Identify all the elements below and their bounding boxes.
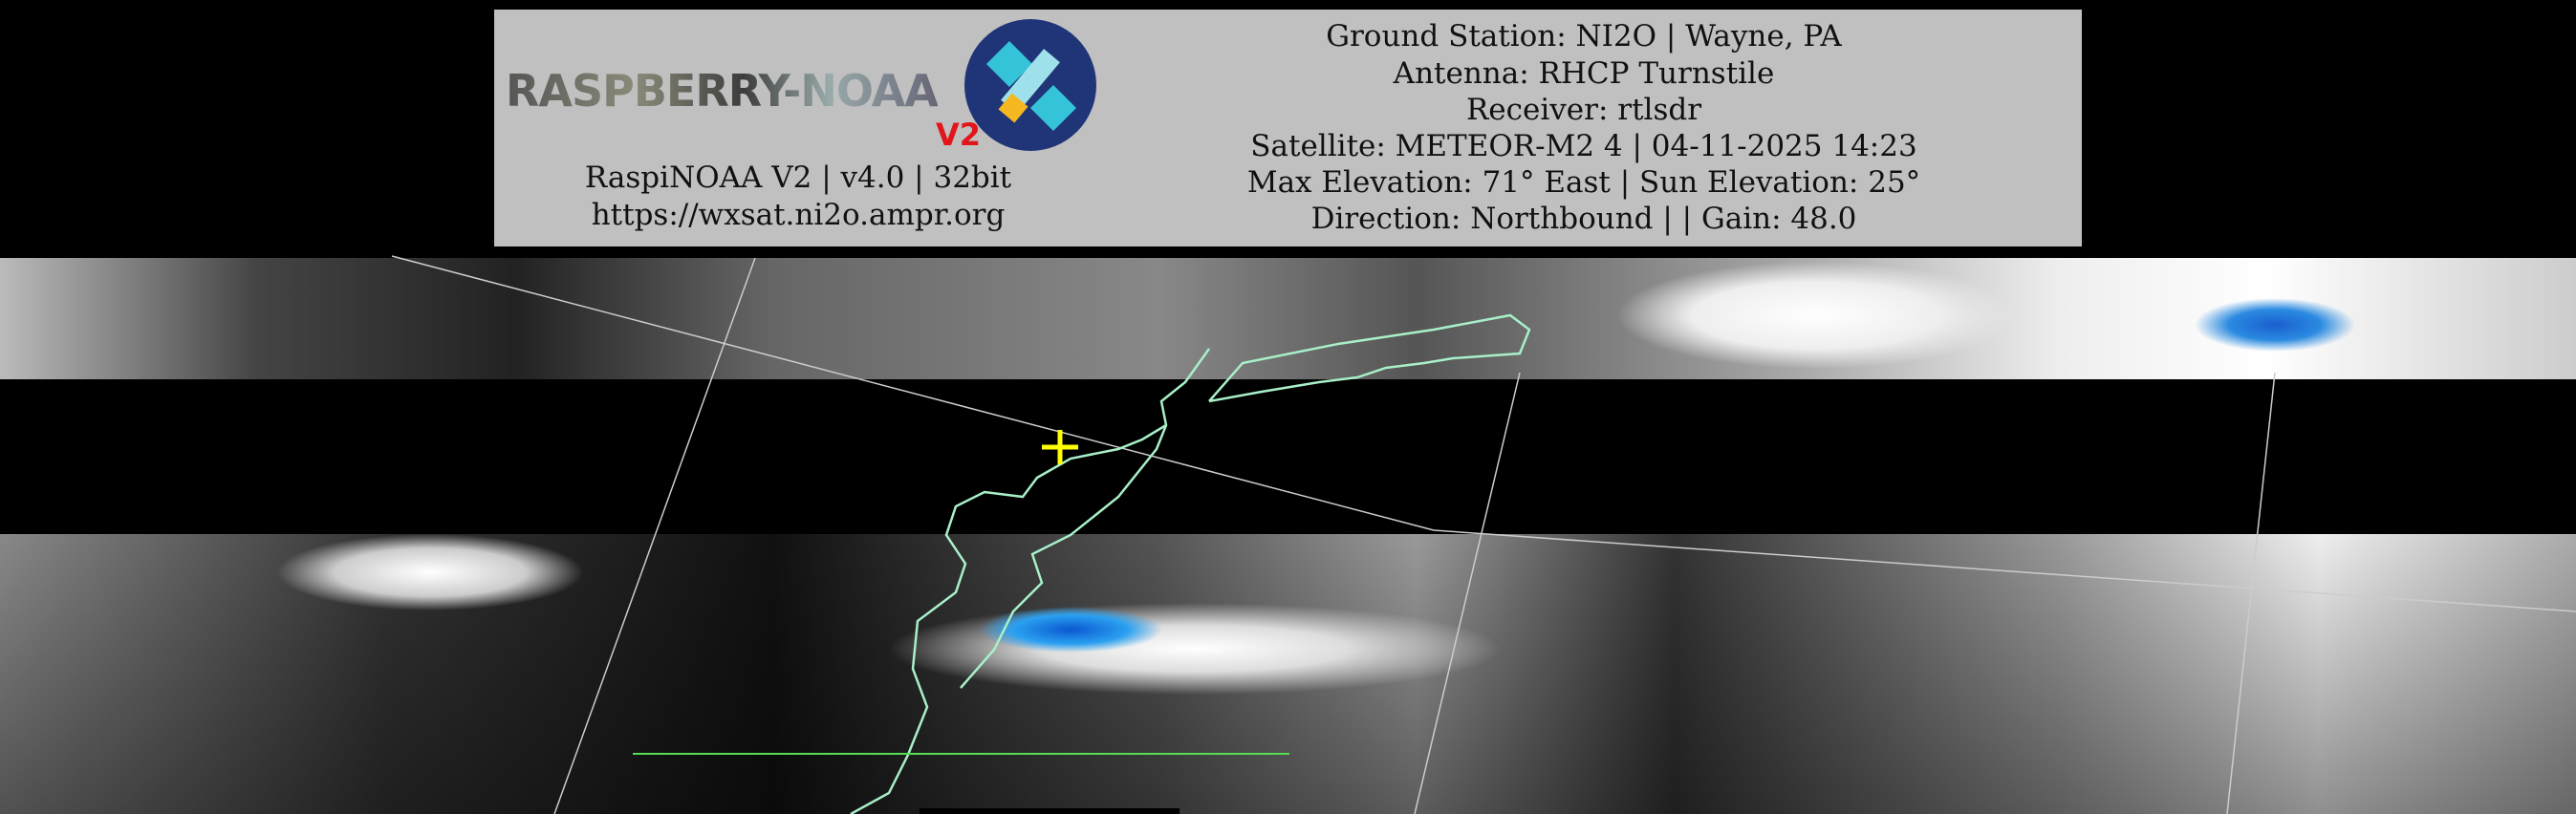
- logo-v2-badge: V2: [936, 117, 982, 153]
- image-gap: [920, 808, 1180, 814]
- elevation-info: Max Elevation: 71° East | Sun Elevation:…: [1246, 165, 1921, 200]
- satellite-logo-icon: [964, 19, 1096, 151]
- receiver: Receiver: rtlsdr: [1465, 93, 1702, 127]
- direction-gain: Direction: Northbound | | Gain: 48.0: [1310, 202, 1857, 236]
- lat-lon-grid: [391, 255, 2576, 814]
- ground-station-marker: [1042, 430, 1078, 464]
- software-version: RaspiNOAA V2 | v4.0 | 32bit: [584, 161, 1012, 195]
- satellite-image-top-strip: [0, 258, 2576, 379]
- satellite-datetime: Satellite: METEOR-M2 4 | 04-11-2025 14:2…: [1250, 129, 1917, 163]
- raspberry-noaa-logo: RASPBERRY-NOAA: [506, 65, 939, 117]
- antenna: Antenna: RHCP Turnstile: [1393, 56, 1775, 91]
- ground-station: Ground Station: NI2O | Wayne, PA: [1326, 19, 1842, 54]
- pass-info-header: RASPBERRY-NOAA V2 RaspiNOAA V2 | v4.0 | …: [494, 10, 2082, 246]
- coastline: [850, 313, 1531, 814]
- station-url: https://wxsat.ni2o.ampr.org: [591, 198, 1006, 232]
